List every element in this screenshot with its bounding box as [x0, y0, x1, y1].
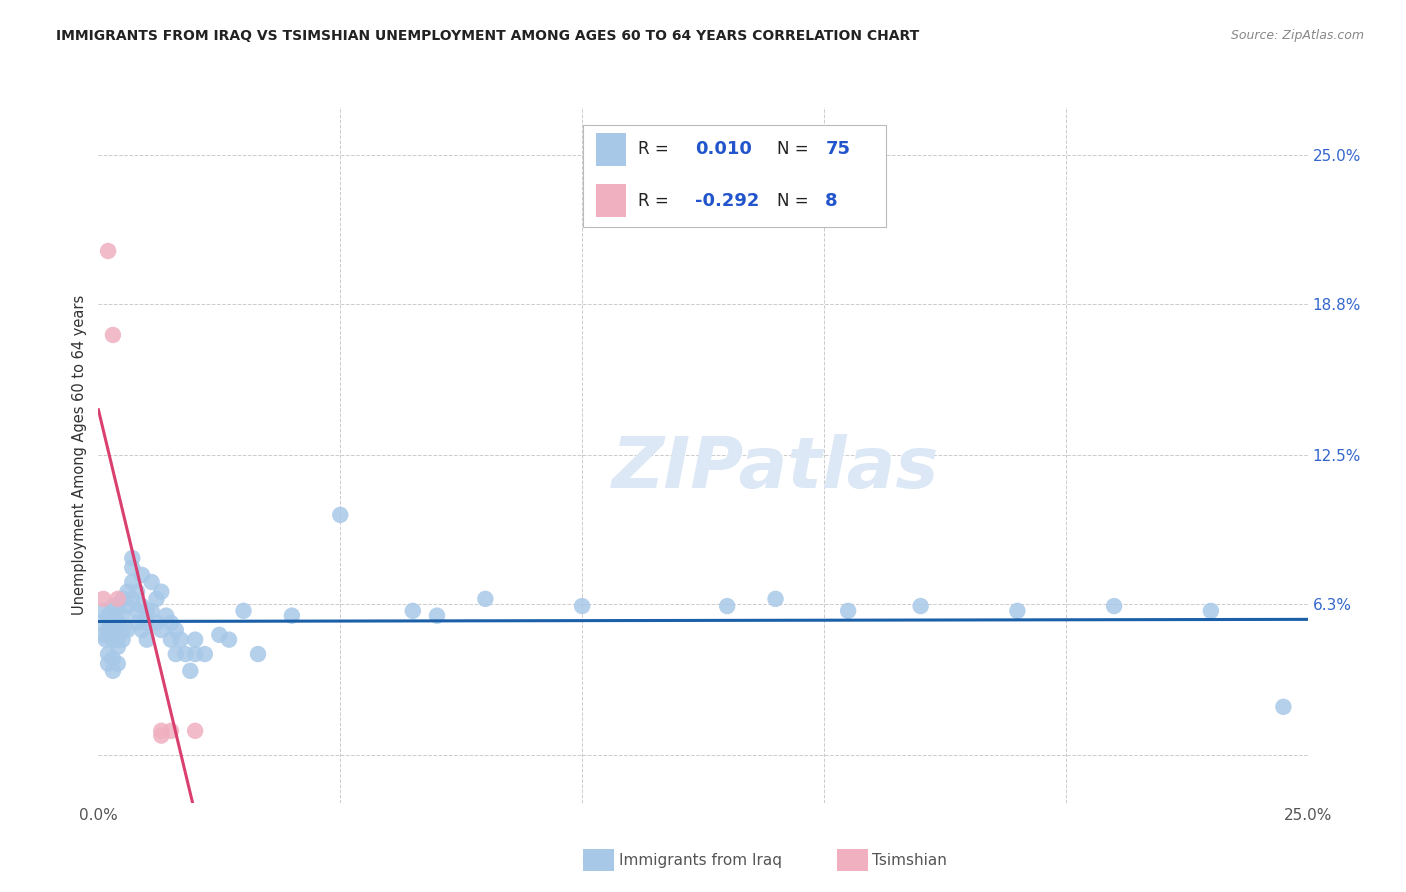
Point	[111, 608, 134, 623]
Point	[117, 599, 139, 613]
Point	[107, 632, 129, 647]
Point	[160, 723, 183, 738]
Point	[131, 567, 153, 582]
Point	[160, 632, 183, 647]
Point	[145, 615, 167, 630]
Point	[101, 652, 124, 666]
Text: R =: R =	[638, 141, 673, 159]
Point	[101, 621, 124, 635]
Point	[155, 608, 177, 623]
Point	[107, 591, 129, 606]
Point	[150, 729, 173, 743]
Point	[127, 604, 149, 618]
Point	[135, 604, 157, 618]
Point	[94, 632, 117, 647]
Point	[107, 599, 129, 613]
Point	[135, 615, 157, 630]
Point	[165, 623, 187, 637]
Point	[1272, 699, 1295, 714]
Point	[127, 615, 149, 630]
Point	[571, 599, 593, 613]
Point	[150, 623, 173, 637]
Point	[127, 584, 149, 599]
Point	[474, 591, 496, 606]
Point	[107, 615, 129, 630]
Point	[184, 647, 207, 661]
Point	[97, 647, 120, 661]
Text: -0.292: -0.292	[696, 192, 759, 210]
Point	[141, 604, 163, 618]
Point	[1199, 604, 1222, 618]
Point	[426, 608, 449, 623]
Point	[247, 647, 270, 661]
Point	[145, 591, 167, 606]
Point	[208, 628, 231, 642]
Point	[837, 604, 859, 618]
Point	[716, 599, 738, 613]
Point	[117, 623, 139, 637]
Bar	[596, 133, 626, 166]
Text: N =: N =	[778, 192, 814, 210]
Bar	[596, 185, 626, 218]
Point	[131, 599, 153, 613]
Point	[765, 591, 787, 606]
Point	[101, 632, 124, 647]
Point	[121, 560, 143, 574]
Text: Immigrants from Iraq: Immigrants from Iraq	[619, 854, 782, 868]
Point	[97, 244, 120, 258]
Point	[97, 657, 120, 671]
Point	[232, 604, 254, 618]
Point	[111, 591, 134, 606]
Point	[107, 640, 129, 654]
Point	[117, 584, 139, 599]
Text: Tsimshian: Tsimshian	[872, 854, 946, 868]
Text: N =: N =	[778, 141, 814, 159]
Text: R =: R =	[638, 192, 673, 210]
Point	[107, 657, 129, 671]
Text: 75: 75	[825, 141, 851, 159]
Point	[111, 623, 134, 637]
Text: Source: ZipAtlas.com: Source: ZipAtlas.com	[1230, 29, 1364, 42]
Point	[104, 608, 127, 623]
Point	[150, 584, 173, 599]
Point	[91, 591, 114, 606]
Point	[1102, 599, 1125, 613]
Text: ZIPatlas: ZIPatlas	[612, 434, 939, 503]
Point	[402, 604, 425, 618]
Point	[218, 632, 240, 647]
Point	[101, 328, 124, 343]
Text: 0.010: 0.010	[696, 141, 752, 159]
Point	[910, 599, 932, 613]
Point	[135, 632, 157, 647]
Point	[329, 508, 352, 522]
Point	[184, 632, 207, 647]
Point	[160, 615, 183, 630]
Point	[90, 615, 112, 630]
Text: IMMIGRANTS FROM IRAQ VS TSIMSHIAN UNEMPLOYMENT AMONG AGES 60 TO 64 YEARS CORRELA: IMMIGRANTS FROM IRAQ VS TSIMSHIAN UNEMPL…	[56, 29, 920, 43]
Point	[281, 608, 304, 623]
Point	[101, 599, 124, 613]
Point	[121, 591, 143, 606]
Point	[179, 664, 201, 678]
Point	[91, 604, 114, 618]
Y-axis label: Unemployment Among Ages 60 to 64 years: Unemployment Among Ages 60 to 64 years	[72, 294, 87, 615]
Point	[150, 723, 173, 738]
Point	[121, 575, 143, 590]
Point	[121, 551, 143, 566]
Point	[141, 575, 163, 590]
Point	[91, 628, 114, 642]
Point	[97, 623, 120, 637]
Point	[165, 647, 187, 661]
Point	[97, 608, 120, 623]
Point	[101, 664, 124, 678]
Text: 8: 8	[825, 192, 838, 210]
Point	[194, 647, 217, 661]
Point	[169, 632, 191, 647]
Point	[131, 623, 153, 637]
Point	[1007, 604, 1029, 618]
Point	[100, 615, 122, 630]
Point	[111, 632, 134, 647]
Point	[174, 647, 197, 661]
Point	[184, 723, 207, 738]
